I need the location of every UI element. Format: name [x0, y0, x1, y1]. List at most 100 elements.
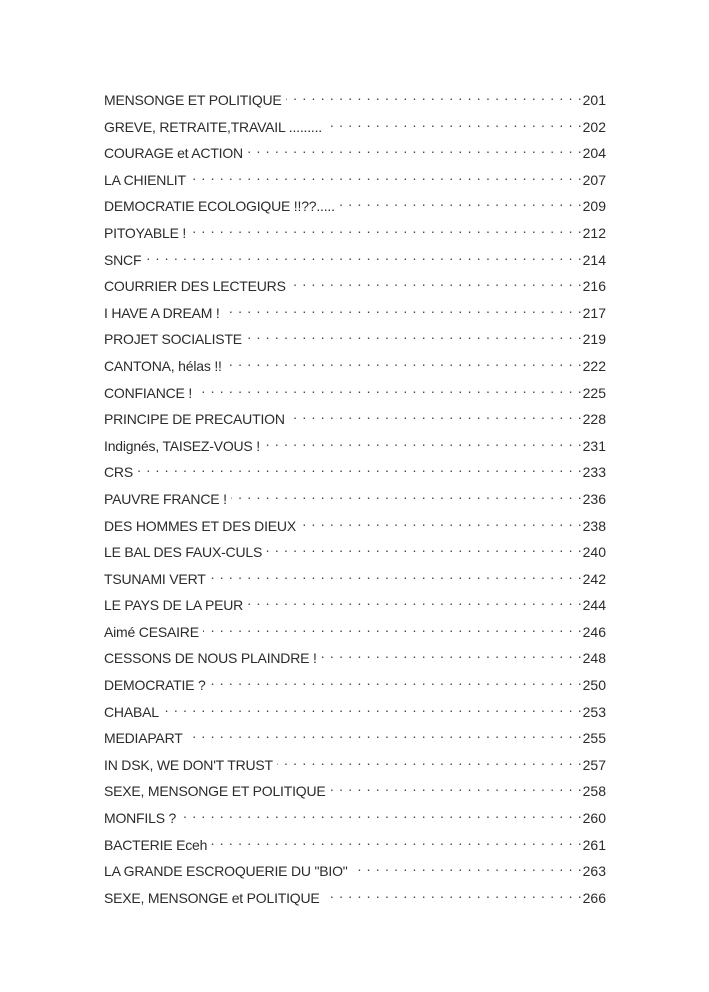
dot-leader	[203, 617, 582, 637]
dot-leader	[266, 537, 582, 557]
dot-leader	[247, 590, 582, 610]
toc-entry-page: 263	[582, 863, 606, 880]
toc-entry: LA CHIENLIT 207	[104, 165, 606, 192]
dot-leader	[330, 776, 582, 796]
toc-entry: PROJET SOCIALISTE 219	[104, 324, 606, 351]
toc-entry: MENSONGE ET POLITIQUE 201	[104, 85, 606, 112]
dot-leader	[300, 511, 582, 531]
toc-entry-title: GREVE, RETRAITE,TRAVAIL .........	[104, 118, 322, 135]
toc-entry-title: PAUVRE FRANCE !	[104, 490, 227, 507]
toc-entry-page: 236	[582, 490, 606, 507]
toc-entry: CESSONS DE NOUS PLAINDRE ! 248	[104, 643, 606, 670]
toc-entry: DEMOCRATIE ECOLOGIQUE !!??..... 209	[104, 191, 606, 218]
toc-entry: CRS 233	[104, 457, 606, 484]
toc-entry: Indignés, TAISEZ-VOUS ! 231	[104, 431, 606, 458]
toc-entry-title: SNCF	[104, 251, 142, 268]
toc-entry-title: SEXE, MENSONGE ET POLITIQUE	[104, 783, 326, 800]
dot-leader	[145, 245, 581, 265]
toc-entry-title: MEDIAPART	[104, 730, 183, 747]
toc-entry-page: 250	[582, 677, 606, 694]
dot-leader	[210, 670, 582, 690]
dot-leader	[187, 723, 582, 743]
dot-leader	[224, 298, 582, 318]
toc-entry-title: PITOYABLE !	[104, 224, 187, 241]
toc-entry: GREVE, RETRAITE,TRAVAIL ......... 202	[104, 112, 606, 139]
dot-leader	[247, 138, 582, 158]
toc-entry-title: COURAGE et ACTION	[104, 145, 243, 162]
dot-leader	[210, 564, 582, 584]
toc-entry: LE BAL DES FAUX-CULS 240	[104, 537, 606, 564]
toc-entry-page: 214	[582, 251, 606, 268]
toc-entry-page: 209	[582, 198, 606, 215]
toc-entry-title: LA GRANDE ESCROQUERIE DU "BIO"	[104, 863, 348, 880]
toc-entry-title: MENSONGE ET POLITIQUE	[104, 92, 282, 108]
toc-entry-title: LE BAL DES FAUX-CULS	[104, 544, 263, 561]
toc-entry-page: 225	[582, 384, 606, 401]
dot-leader	[163, 697, 582, 717]
toc-entry-page: 219	[582, 331, 606, 348]
toc-entry-page: 261	[582, 836, 606, 853]
toc-entry-page: 231	[582, 437, 606, 454]
toc-entry: MEDIAPART 255	[104, 723, 606, 750]
toc-entry-page: 258	[582, 783, 606, 800]
toc-entry-page: 212	[582, 224, 606, 241]
dot-leader	[190, 218, 582, 238]
toc-entry-page: 248	[582, 650, 606, 667]
dot-leader	[246, 324, 582, 344]
dot-leader	[277, 750, 582, 770]
dot-leader	[352, 856, 582, 876]
toc-entry-page: 246	[582, 623, 606, 640]
toc-entry-page: 242	[582, 570, 606, 587]
toc-entry-title: COURRIER DES LECTEURS	[104, 278, 286, 295]
dot-leader	[211, 830, 581, 850]
toc-entry-page: 202	[582, 118, 606, 135]
toc-entry: IN DSK, WE DON'T TRUST 257	[104, 750, 606, 777]
toc-entry-title: Indignés, TAISEZ-VOUS !	[104, 437, 260, 454]
dot-leader	[289, 404, 582, 424]
toc-entry-page: 260	[582, 810, 606, 827]
toc-entry: LA GRANDE ESCROQUERIE DU "BIO" 263	[104, 856, 606, 883]
toc-entry: MONFILS ? 260	[104, 803, 606, 830]
toc-entry-title: LA CHIENLIT	[104, 171, 186, 188]
table-of-contents: MENSONGE ET POLITIQUE 201 GREVE, RETRAITE,…	[104, 85, 606, 909]
toc-entry-title: DEMOCRATIE ECOLOGIQUE !!??.....	[104, 198, 335, 215]
dot-leader	[324, 883, 582, 903]
toc-entry-page: 266	[582, 889, 606, 906]
toc-entry: PRINCIPE DE PRECAUTION 228	[104, 404, 606, 431]
toc-entry: CHABAL 253	[104, 697, 606, 724]
dot-leader	[196, 378, 582, 398]
toc-entry: PAUVRE FRANCE ! 236	[104, 484, 606, 511]
toc-entry-title: I HAVE A DREAM !	[104, 304, 220, 321]
toc-entry-page: 217	[582, 304, 606, 321]
toc-entry: COURAGE et ACTION 204	[104, 138, 606, 165]
toc-entry-title: TSUNAMI VERT	[104, 570, 206, 587]
toc-entry-page: 244	[582, 597, 606, 614]
toc-entry: CANTONA, hélas !! 222	[104, 351, 606, 378]
dot-leader	[180, 803, 582, 823]
toc-entry: COURRIER DES LECTEURS 216	[104, 271, 606, 298]
toc-entry-title: LE PAYS DE LA PEUR	[104, 597, 244, 614]
toc-entry: Aimé CESAIRE 246	[104, 617, 606, 644]
dot-leader	[326, 112, 582, 132]
toc-entry-title: IN DSK, WE DON'T TRUST	[104, 756, 273, 773]
toc-entry-page: 253	[582, 703, 606, 720]
toc-entry-title: CONFIANCE !	[104, 384, 193, 401]
dot-leader	[137, 457, 582, 477]
toc-entry: TSUNAMI VERT 242	[104, 564, 606, 591]
toc-entry-title: MONFILS ?	[104, 810, 177, 827]
toc-entry-title: CANTONA, hélas !!	[104, 357, 222, 374]
dot-leader	[190, 165, 582, 185]
toc-entry-page: 240	[582, 544, 606, 561]
toc-entry-title: BACTERIE Eceh	[104, 836, 208, 853]
toc-entry-page: 257	[582, 756, 606, 773]
toc-entry-title: PRINCIPE DE PRECAUTION	[104, 411, 285, 428]
toc-entry: SEXE, MENSONGE et POLITIQUE 266	[104, 883, 606, 910]
dot-leader	[231, 484, 582, 504]
toc-entry: SNCF 214	[104, 245, 606, 272]
dot-leader	[339, 191, 582, 211]
dot-leader	[321, 643, 582, 663]
toc-entry: PITOYABLE ! 212	[104, 218, 606, 245]
toc-entry: DEMOCRATIE ? 250	[104, 670, 606, 697]
toc-entry-title: SEXE, MENSONGE et POLITIQUE	[104, 889, 320, 906]
toc-entry: DES HOMMES ET DES DIEUX 238	[104, 511, 606, 538]
